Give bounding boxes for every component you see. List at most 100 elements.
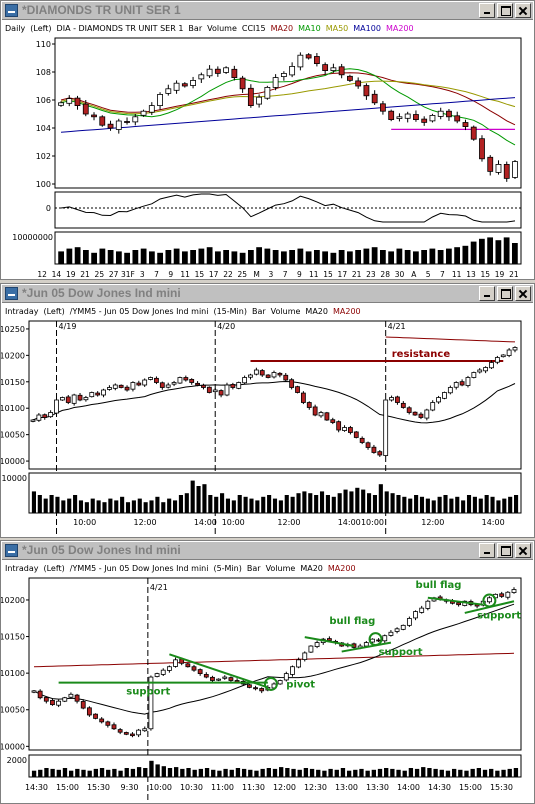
- symbol-label[interactable]: /YMM5 - Jun 05 Dow Jones Ind mini: [69, 306, 209, 316]
- chart-type-label[interactable]: Bar: [188, 23, 203, 33]
- candle-body: [112, 384, 118, 389]
- candle-body: [296, 659, 302, 668]
- price-chart[interactable]: 10250 10200 10150 10100 10050 10000 4/19 4/20 4/…: [1, 317, 534, 538]
- volume-bar: [167, 498, 172, 513]
- close-button[interactable]: [515, 286, 531, 301]
- flag-support-line: [341, 641, 392, 653]
- chart-type-label[interactable]: Bar: [246, 563, 261, 573]
- candle-body: [406, 618, 412, 626]
- minimize-button[interactable]: [479, 543, 495, 558]
- title-bar[interactable]: *Jun 05 Dow Jones Ind mini: [2, 542, 533, 560]
- volume-bar: [211, 769, 216, 777]
- volume-label[interactable]: Volume: [265, 563, 296, 573]
- candle-body: [503, 163, 510, 179]
- x-tick-label: 12:00: [134, 518, 157, 527]
- volume-label[interactable]: Volume: [207, 23, 237, 33]
- minimize-button[interactable]: [479, 3, 495, 18]
- axis-label[interactable]: (Left): [30, 23, 52, 33]
- x-tick-label: 11: [309, 270, 319, 279]
- candle-body: [295, 386, 300, 393]
- chart-type-label[interactable]: Bar: [251, 306, 266, 316]
- candle-body: [117, 729, 123, 733]
- indicator-ma50-label[interactable]: MA50: [325, 23, 349, 33]
- ma20-line: [32, 380, 516, 424]
- candle-body: [471, 372, 477, 378]
- price-chart[interactable]: 10200 10150 10100 10050 10000 4/21 support pivo…: [1, 574, 534, 804]
- interval-label[interactable]: (5-Min): [213, 563, 242, 573]
- period-label[interactable]: Intraday: [5, 563, 39, 573]
- symbol-label[interactable]: DIA - DIAMONDS TR UNIT SER 1: [56, 23, 184, 33]
- volume-bar: [313, 250, 320, 264]
- volume-bar: [130, 768, 136, 777]
- candle-body: [124, 386, 130, 391]
- x-tick-label: 13:30: [366, 783, 389, 792]
- x-tick-label: 25: [95, 270, 105, 279]
- volume-label[interactable]: Volume: [270, 306, 301, 316]
- indicator-ma200-label[interactable]: MA200: [327, 563, 356, 573]
- volume-bar: [49, 495, 54, 513]
- candle-body: [388, 631, 394, 636]
- indicator-ma20-label[interactable]: MA20: [300, 563, 323, 573]
- volume-bar: [198, 768, 204, 777]
- candle-body: [214, 68, 221, 74]
- candle-body: [183, 377, 189, 381]
- volume-bar: [316, 769, 321, 777]
- volume-bar: [291, 768, 296, 777]
- candle-body: [400, 624, 406, 630]
- volume-bar: [384, 768, 389, 777]
- volume-bar: [425, 498, 430, 513]
- x-tick-label: 21: [509, 270, 519, 279]
- maximize-button[interactable]: [497, 3, 513, 18]
- period-label[interactable]: Daily: [5, 23, 26, 33]
- cci-pane: [54, 191, 522, 229]
- candle-body: [318, 412, 324, 417]
- title-bar[interactable]: *Jun 05 Dow Jones Ind mini: [2, 285, 533, 303]
- close-button[interactable]: [515, 3, 531, 18]
- volume-bar: [346, 770, 352, 777]
- volume-bar: [90, 498, 95, 513]
- volume-bar: [118, 770, 123, 777]
- candle-body: [283, 374, 289, 381]
- volume-bar: [140, 248, 147, 264]
- indicator-ma100-label[interactable]: MA100: [353, 23, 381, 33]
- candle-body: [148, 105, 155, 113]
- close-button[interactable]: [515, 543, 531, 558]
- candle-body: [312, 406, 318, 416]
- candle-body: [136, 382, 142, 386]
- interval-label[interactable]: (15-Min): [213, 306, 247, 316]
- volume-bar: [214, 251, 221, 264]
- candle-body: [330, 419, 336, 423]
- candle-body: [216, 678, 222, 681]
- indicator-ma20-label[interactable]: MA20: [270, 23, 294, 33]
- indicator-ma200-label[interactable]: MA200: [332, 306, 361, 316]
- indicator-cci-label[interactable]: CCI15: [241, 23, 266, 33]
- candle-body: [130, 382, 136, 390]
- candle-body: [338, 66, 345, 76]
- x-tick-label: 7: [283, 270, 288, 279]
- indicator-ma20-label[interactable]: MA20: [305, 306, 328, 316]
- maximize-button[interactable]: [497, 286, 513, 301]
- candle-body: [302, 652, 308, 660]
- axis-label[interactable]: (Left): [43, 306, 65, 316]
- volume-bar: [50, 768, 55, 777]
- volume-bar: [365, 770, 370, 777]
- axis-label[interactable]: (Left): [43, 563, 65, 573]
- indicator-ma200-label[interactable]: MA200: [385, 23, 414, 33]
- maximize-button[interactable]: [497, 543, 513, 558]
- candle-body: [198, 74, 205, 80]
- volume-bar: [472, 496, 477, 513]
- candle-body: [383, 399, 389, 456]
- candle-body: [277, 680, 283, 685]
- bull-flag-circle: [482, 593, 497, 608]
- title-bar[interactable]: *DIAMONDS TR UNIT SER 1: [2, 2, 533, 20]
- volume-bar: [208, 495, 213, 513]
- period-label[interactable]: Intraday: [5, 306, 39, 316]
- volume-bar: [482, 769, 488, 777]
- x-tick-label: 12:00: [421, 518, 444, 527]
- minimize-button[interactable]: [479, 286, 495, 301]
- x-tick-label: 10:00: [361, 518, 384, 527]
- candle-body: [437, 110, 444, 117]
- indicator-ma10-label[interactable]: MA10: [298, 23, 321, 33]
- symbol-label[interactable]: /YMM5 - Jun 05 Dow Jones Ind mini: [69, 563, 209, 573]
